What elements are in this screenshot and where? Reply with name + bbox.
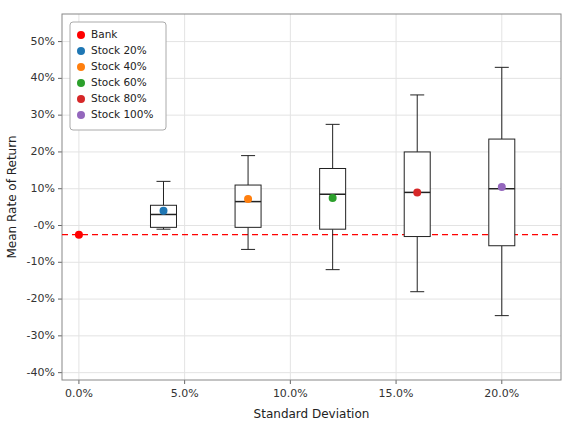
box-series: [489, 67, 515, 315]
grid-line-y: [62, 372, 561, 373]
tick-label-y: -30%: [27, 329, 55, 342]
tick-y: [58, 78, 62, 79]
tick-label-x: 0.0%: [65, 387, 93, 400]
whisker-cap-low: [495, 315, 509, 316]
tick-label-y: -10%: [27, 255, 55, 268]
tick-x: [396, 380, 397, 384]
tick-label-y: 20%: [31, 145, 55, 158]
grid-line-y: [62, 299, 561, 300]
box: [404, 152, 430, 237]
whisker-cap-low: [156, 229, 170, 230]
tick-y: [58, 299, 62, 300]
whisker-high: [501, 67, 502, 139]
legend-marker: [77, 79, 85, 87]
legend-marker: [77, 95, 85, 103]
whisker-high: [417, 95, 418, 152]
tick-y: [58, 262, 62, 263]
grid-line-y: [62, 335, 561, 336]
box-series: [150, 181, 176, 229]
tick-label-y: 50%: [31, 35, 55, 48]
whisker-low: [501, 246, 502, 316]
box-series: [320, 124, 346, 269]
plot-background: [62, 14, 561, 380]
legend-label: Bank: [91, 28, 118, 40]
grid: [62, 14, 561, 380]
tick-label-x: 15.0%: [379, 387, 414, 400]
plot-frame: [62, 14, 561, 380]
tick-y: [58, 41, 62, 42]
tick-label-x: 10.0%: [273, 387, 308, 400]
grid-line-y: [62, 151, 561, 152]
grid-line-y: [62, 188, 561, 189]
whisker-low: [332, 229, 333, 269]
tick-y: [58, 225, 62, 226]
legend-marker: [77, 63, 85, 71]
mean-dot: [244, 195, 252, 203]
scatter-series: [75, 231, 83, 239]
grid-line-y: [62, 225, 561, 226]
whisker-high: [248, 156, 249, 185]
y-axis-label: Mean Rate of Return: [5, 135, 19, 258]
mean-dot: [413, 188, 421, 196]
tick-x: [78, 380, 79, 384]
whisker-cap-low: [326, 269, 340, 270]
grid-line-y: [62, 262, 561, 263]
point: [75, 231, 83, 239]
tick-y: [58, 335, 62, 336]
legend-marker: [77, 31, 85, 39]
legend-marker: [77, 111, 85, 119]
tick-y: [58, 372, 62, 373]
whisker-high: [332, 124, 333, 168]
whisker-low: [248, 227, 249, 249]
legend-label: Stock 60%: [91, 76, 147, 88]
box: [235, 185, 261, 227]
legend-label: Stock 40%: [91, 60, 147, 72]
legend-frame: [70, 22, 166, 130]
reference-line: [62, 234, 561, 235]
tick-label-x: 20.0%: [484, 387, 519, 400]
tick-label-y: -0%: [34, 219, 55, 232]
box: [489, 139, 515, 246]
tick-y: [58, 188, 62, 189]
tick-label-y: -40%: [27, 366, 55, 379]
tick-label-x: 5.0%: [171, 387, 199, 400]
tick-y: [58, 115, 62, 116]
tick-x: [290, 380, 291, 384]
mean-dot: [498, 183, 506, 191]
tick-label-y: 30%: [31, 108, 55, 121]
box-series: [235, 156, 261, 250]
legend-marker: [77, 47, 85, 55]
grid-line-x: [396, 14, 397, 380]
whisker-low: [417, 237, 418, 292]
whisker-cap-high: [156, 181, 170, 182]
legend: Bank Stock 20% Stock 40% Stock 60% Stock 80%…: [70, 22, 166, 130]
box-series: [404, 95, 430, 292]
whisker-cap-high: [495, 67, 509, 68]
tick-label-y: 40%: [31, 71, 55, 84]
tick-label-y: 10%: [31, 182, 55, 195]
box: [320, 168, 346, 229]
box: [150, 205, 176, 227]
whisker-cap-high: [326, 124, 340, 125]
chart: -40% -30% -20% -10% -0% 10% 20% 30% 40% 50% 0.0% 5.…: [0, 0, 575, 430]
tick-x: [184, 380, 185, 384]
mean-dot: [159, 207, 167, 215]
grid-line-x: [184, 14, 185, 380]
mean-dot: [329, 194, 337, 202]
tick-y: [58, 151, 62, 152]
legend-label: Stock 100%: [91, 108, 153, 120]
legend-label: Stock 80%: [91, 92, 147, 104]
tick-label-y: -20%: [27, 292, 55, 305]
whisker-cap-high: [410, 94, 424, 95]
whisker-cap-high: [241, 155, 255, 156]
grid-line-x: [290, 14, 291, 380]
x-axis-label: Standard Deviation: [254, 407, 370, 421]
whisker-cap-low: [410, 291, 424, 292]
whisker-high: [163, 181, 164, 205]
whisker-cap-low: [241, 249, 255, 250]
tick-x: [501, 380, 502, 384]
legend-label: Stock 20%: [91, 44, 147, 56]
